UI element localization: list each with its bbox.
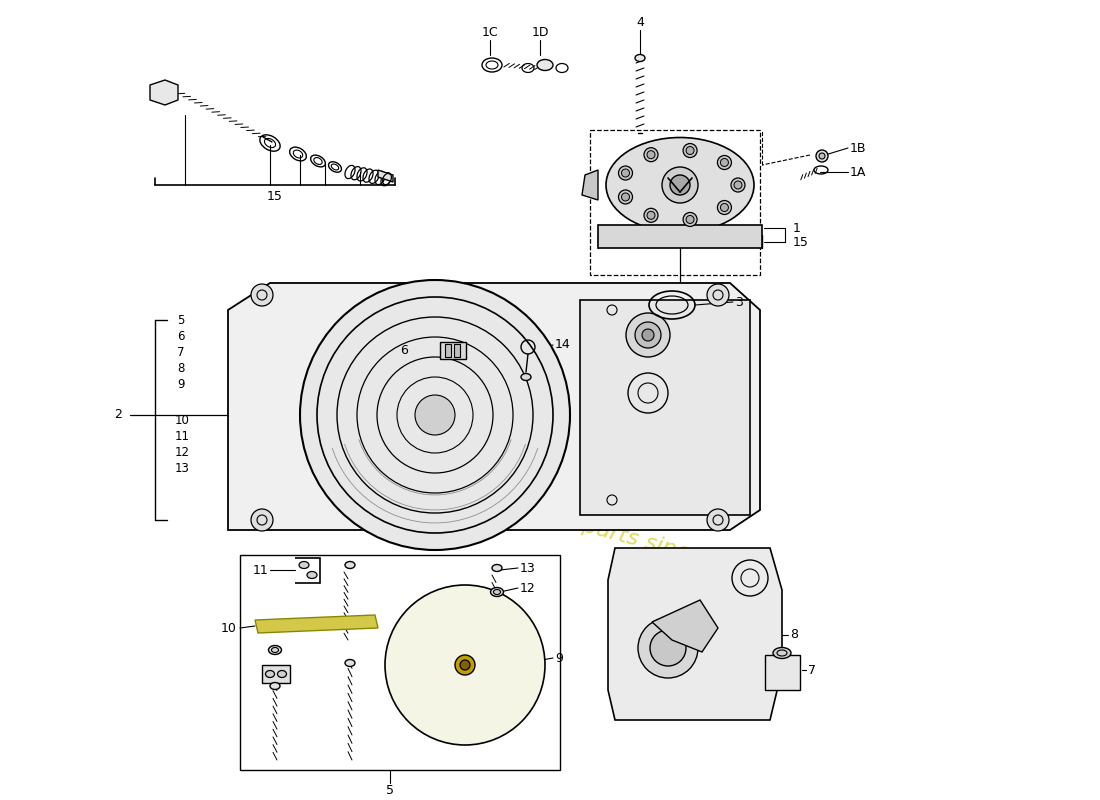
Circle shape: [644, 148, 658, 162]
Circle shape: [820, 153, 825, 159]
Text: 7: 7: [808, 663, 816, 677]
Text: 11: 11: [252, 563, 268, 577]
Circle shape: [621, 193, 629, 201]
Circle shape: [626, 313, 670, 357]
Polygon shape: [255, 615, 378, 633]
Ellipse shape: [307, 571, 317, 578]
Circle shape: [683, 213, 697, 226]
Ellipse shape: [492, 565, 502, 571]
Polygon shape: [652, 600, 718, 652]
Text: 1B: 1B: [850, 142, 867, 154]
Circle shape: [662, 167, 698, 203]
Circle shape: [644, 208, 658, 222]
Text: euro: euro: [292, 382, 649, 518]
Text: 12: 12: [520, 582, 536, 594]
Text: 13: 13: [520, 562, 536, 574]
Circle shape: [251, 284, 273, 306]
Circle shape: [816, 150, 828, 162]
Circle shape: [638, 618, 698, 678]
Ellipse shape: [773, 647, 791, 658]
Text: 9: 9: [556, 651, 563, 665]
Circle shape: [300, 280, 570, 550]
Polygon shape: [262, 665, 290, 683]
Text: 5: 5: [386, 783, 394, 797]
Circle shape: [385, 585, 544, 745]
Ellipse shape: [265, 670, 275, 678]
Ellipse shape: [537, 59, 553, 70]
Text: 10: 10: [175, 414, 190, 426]
Circle shape: [717, 155, 732, 170]
Text: 7: 7: [177, 346, 185, 358]
Text: 2: 2: [114, 409, 122, 422]
Text: 4: 4: [636, 15, 644, 29]
Text: 15: 15: [793, 235, 808, 249]
Bar: [240, 555, 560, 770]
Polygon shape: [582, 170, 598, 200]
Circle shape: [707, 509, 729, 531]
Bar: [764, 655, 800, 690]
Text: 5: 5: [177, 314, 185, 326]
Polygon shape: [608, 548, 782, 720]
Text: 1D: 1D: [531, 26, 549, 38]
Polygon shape: [228, 283, 760, 530]
Ellipse shape: [521, 374, 531, 381]
Ellipse shape: [299, 562, 309, 569]
Circle shape: [707, 284, 729, 306]
Circle shape: [650, 630, 686, 666]
Ellipse shape: [491, 587, 504, 597]
Circle shape: [642, 329, 654, 341]
Text: 8: 8: [790, 629, 798, 642]
Text: 1: 1: [793, 222, 801, 234]
Text: 10: 10: [221, 622, 236, 634]
Text: a passion for parts since 1985: a passion for parts since 1985: [434, 477, 764, 583]
Circle shape: [734, 181, 742, 189]
Circle shape: [670, 175, 690, 195]
Ellipse shape: [635, 54, 645, 62]
Ellipse shape: [270, 682, 280, 690]
Polygon shape: [598, 225, 762, 248]
Circle shape: [717, 201, 732, 214]
Text: 8: 8: [177, 362, 185, 374]
Ellipse shape: [268, 646, 282, 654]
Text: 3: 3: [735, 295, 743, 309]
Circle shape: [683, 143, 697, 158]
Circle shape: [415, 395, 455, 435]
Text: 14: 14: [556, 338, 571, 351]
Circle shape: [647, 150, 654, 158]
Text: 12: 12: [175, 446, 190, 458]
Bar: [440, 342, 466, 359]
Text: 1C: 1C: [482, 26, 498, 38]
Circle shape: [686, 215, 694, 223]
Ellipse shape: [277, 670, 286, 678]
Circle shape: [618, 166, 632, 180]
Text: 9: 9: [177, 378, 185, 390]
Bar: [454, 344, 460, 357]
Bar: [580, 300, 750, 515]
Text: 13: 13: [175, 462, 190, 474]
Circle shape: [720, 158, 728, 166]
Circle shape: [251, 509, 273, 531]
Circle shape: [647, 211, 654, 219]
Circle shape: [621, 169, 629, 177]
Circle shape: [618, 190, 632, 204]
Text: 6: 6: [400, 343, 408, 357]
Text: 6: 6: [177, 330, 185, 342]
Text: 15: 15: [267, 190, 283, 203]
Circle shape: [720, 203, 728, 211]
Ellipse shape: [606, 138, 754, 233]
Bar: [590, 130, 760, 275]
Circle shape: [686, 146, 694, 154]
Circle shape: [732, 178, 745, 192]
Circle shape: [455, 655, 475, 675]
Circle shape: [635, 322, 661, 348]
Ellipse shape: [345, 562, 355, 569]
Polygon shape: [150, 80, 178, 105]
Bar: [446, 344, 451, 357]
Ellipse shape: [345, 659, 355, 666]
Text: 11: 11: [175, 430, 190, 442]
Text: 1A: 1A: [850, 166, 867, 178]
Polygon shape: [378, 170, 393, 182]
Circle shape: [460, 660, 470, 670]
